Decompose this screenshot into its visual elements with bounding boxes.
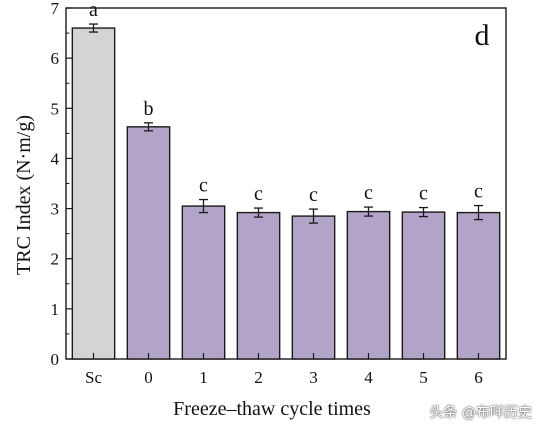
x-tick-label-0: 0 xyxy=(144,368,153,387)
x-tick-label-3: 3 xyxy=(309,368,318,387)
y-axis-ticks: 0 1 2 3 4 5 6 7 xyxy=(51,0,72,369)
x-axis-title: Freeze–thaw cycle times xyxy=(173,398,371,420)
y-tick-label: 5 xyxy=(51,99,60,118)
y-tick-label: 6 xyxy=(51,49,60,68)
y-tick-label: 1 xyxy=(51,300,60,319)
bar-1 xyxy=(181,205,226,360)
y-tick-label: 0 xyxy=(51,350,60,369)
bar-0 xyxy=(126,126,171,360)
y-axis-title: TRC Index (N·m/g) xyxy=(13,115,35,275)
y-tick-label: 2 xyxy=(51,250,60,269)
x-tick-label-5: 5 xyxy=(419,368,428,387)
significance-label-6: c xyxy=(474,181,483,203)
bar-5 xyxy=(401,211,446,360)
panel-label: d xyxy=(475,19,490,52)
y-tick-label: 7 xyxy=(51,0,60,18)
bar-3 xyxy=(291,215,336,360)
watermark: 头条 @布咩历史 xyxy=(429,405,532,421)
bar-4 xyxy=(346,210,391,360)
x-tick-label-1: 1 xyxy=(199,368,208,387)
significance-label-1: c xyxy=(199,175,208,197)
y-tick-label: 4 xyxy=(51,149,60,168)
significance-label-group: a b c c c c c c xyxy=(89,0,483,206)
bar-2 xyxy=(236,211,281,360)
significance-label-Sc: a xyxy=(89,0,98,21)
errorbar-group xyxy=(89,23,483,224)
x-tick-label-6: 6 xyxy=(474,368,483,387)
x-tick-label-4: 4 xyxy=(364,368,373,387)
bar-group xyxy=(71,27,501,360)
x-tick-label-2: 2 xyxy=(254,368,263,387)
significance-label-4: c xyxy=(364,182,373,204)
x-axis-ticks: Sc 0 1 2 3 4 5 6 xyxy=(85,353,483,387)
significance-label-5: c xyxy=(419,183,428,205)
y-tick-label: 3 xyxy=(51,200,60,219)
x-tick-label-Sc: Sc xyxy=(85,368,102,387)
significance-label-0: b xyxy=(144,98,154,120)
significance-label-3: c xyxy=(309,184,318,206)
bar-Sc xyxy=(71,27,116,360)
bar-6 xyxy=(456,211,501,360)
significance-label-2: c xyxy=(254,183,263,205)
